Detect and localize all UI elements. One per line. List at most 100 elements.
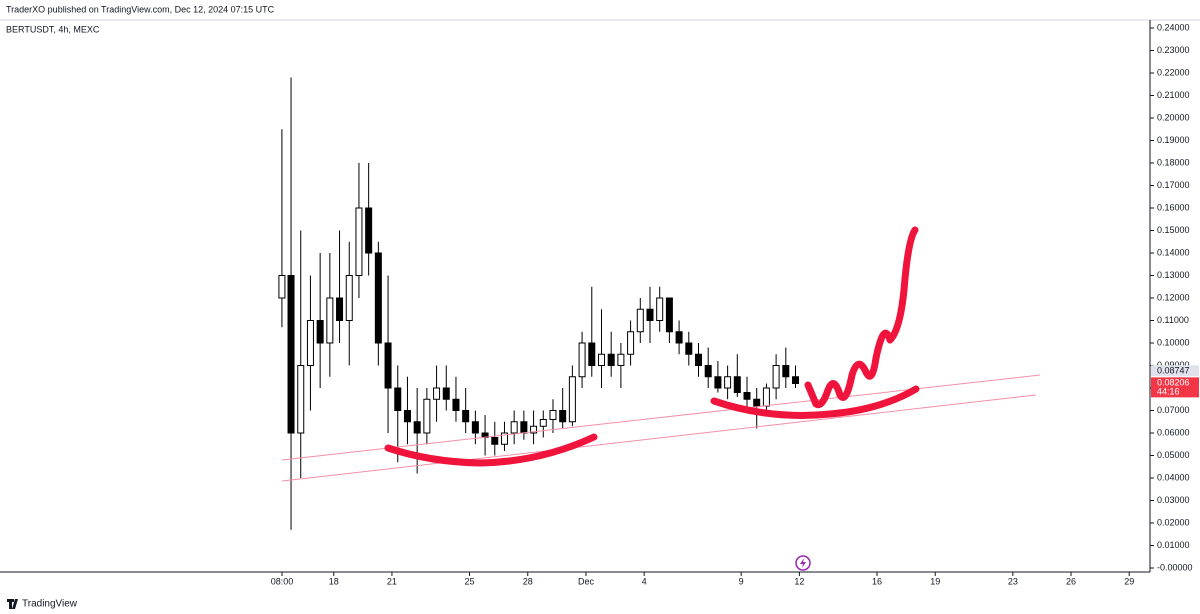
footer-bar (0, 594, 1200, 614)
candle-body (278, 275, 286, 299)
candle-body (665, 297, 673, 333)
candle-body (704, 365, 712, 378)
y-tick-label: 0.20000 (1157, 112, 1190, 122)
x-tick-label: 28 (523, 576, 533, 586)
candle-body (753, 398, 761, 407)
candle-body (326, 297, 334, 344)
drawing (384, 433, 598, 467)
y-tick-label: 0.21000 (1157, 90, 1190, 100)
y-tick-label: 0.24000 (1157, 22, 1190, 32)
candle-body (675, 331, 683, 344)
candle-body (685, 342, 693, 355)
candle-body (772, 365, 780, 389)
y-tick-label: 0.13000 (1157, 270, 1190, 280)
x-tick-label: Dec (578, 576, 595, 586)
candle-body (549, 410, 557, 420)
y-tick-label: 0.09000 (1157, 360, 1190, 370)
candle-body (374, 252, 382, 344)
header-bar (0, 0, 1200, 20)
candle-body (694, 353, 702, 366)
y-tick-label: 0.06000 (1157, 427, 1190, 437)
candle-body (355, 207, 363, 276)
candle-body (423, 398, 431, 434)
candle-body (578, 342, 586, 378)
price-label-box (1151, 377, 1199, 398)
candle-body (656, 297, 664, 321)
candle-body (413, 421, 421, 434)
x-tick-label: 16 (872, 576, 882, 586)
x-tick-label: 26 (1066, 576, 1076, 586)
y-tick-label: -0.00000 (1157, 562, 1193, 572)
candle-body (433, 387, 441, 400)
symbol: BERTUSDT, 4h, MEXC (6, 24, 100, 34)
candle-body (636, 308, 644, 333)
candle-body (316, 320, 324, 344)
y-tick-label: 0.17000 (1157, 180, 1190, 190)
event-icon-bolt (800, 558, 806, 568)
y-tick-label: 0.04000 (1157, 472, 1190, 482)
candle-body (617, 353, 625, 366)
candle-body (471, 421, 479, 434)
candle-body (733, 376, 741, 393)
candle-body (559, 410, 567, 423)
x-tick-label: 4 (642, 576, 647, 586)
y-tick-label: 0.03000 (1157, 495, 1190, 505)
x-tick-label: 19 (930, 576, 940, 586)
x-tick-label: 12 (794, 576, 804, 586)
candle-body (714, 376, 722, 389)
y-tick-label: 0.07000 (1157, 405, 1190, 415)
candle-body (462, 410, 470, 423)
price-label: 0.08747 (1157, 366, 1190, 376)
candle-body (597, 353, 605, 366)
event-icon[interactable] (795, 555, 811, 571)
candle-body (500, 432, 508, 445)
x-tick-label: 29 (1124, 576, 1134, 586)
y-tick-label: 0.18000 (1157, 157, 1190, 167)
candle-body (306, 320, 314, 366)
candle-body (403, 410, 411, 423)
candle-body (724, 376, 732, 389)
x-tick-label: 9 (739, 576, 744, 586)
drawing (804, 226, 919, 409)
candle-body (627, 331, 635, 355)
candle-body (297, 365, 305, 434)
price-label: 0.08206 (1157, 378, 1190, 388)
y-tick-label: 0.02000 (1157, 517, 1190, 527)
price-label-box (1151, 365, 1199, 377)
candle-body (520, 421, 528, 434)
candle-body (588, 342, 596, 366)
y-tick-label: 0.19000 (1157, 135, 1190, 145)
candle-body (452, 398, 460, 411)
candles (278, 77, 800, 530)
candle-body (792, 376, 800, 384)
candle-body (491, 437, 499, 445)
header-text: TraderXO published on TradingView.com, D… (6, 4, 275, 14)
y-tick-label: 0.05000 (1157, 450, 1190, 460)
y-tick-label: 0.23000 (1157, 45, 1190, 55)
y-tick-label: 0.14000 (1157, 247, 1190, 257)
x-tick-label: 21 (387, 576, 397, 586)
candle-body (336, 297, 344, 321)
brand: TradingView (22, 599, 78, 610)
candle-body (743, 392, 751, 400)
y-tick-label: 0.12000 (1157, 292, 1190, 302)
drawing (710, 385, 920, 419)
candle-body (442, 387, 450, 400)
candle-body (530, 425, 538, 434)
y-tick-label: 0.10000 (1157, 337, 1190, 347)
candle-body (782, 365, 790, 378)
y-tick-label: 0.11000 (1157, 315, 1189, 325)
price-countdown: 44:16 (1157, 387, 1180, 397)
brand-logo (7, 599, 18, 609)
candle-body (568, 376, 576, 423)
y-tick-label: 0.16000 (1157, 202, 1190, 212)
candle-body (607, 353, 615, 366)
candle-body (539, 419, 547, 427)
x-tick-label: 18 (329, 576, 339, 586)
x-tick-label: 25 (465, 576, 475, 586)
candle-body (384, 342, 392, 389)
candle-body (510, 421, 518, 434)
x-tick-label: 23 (1008, 576, 1018, 586)
y-tick-label: 0.01000 (1157, 540, 1190, 550)
